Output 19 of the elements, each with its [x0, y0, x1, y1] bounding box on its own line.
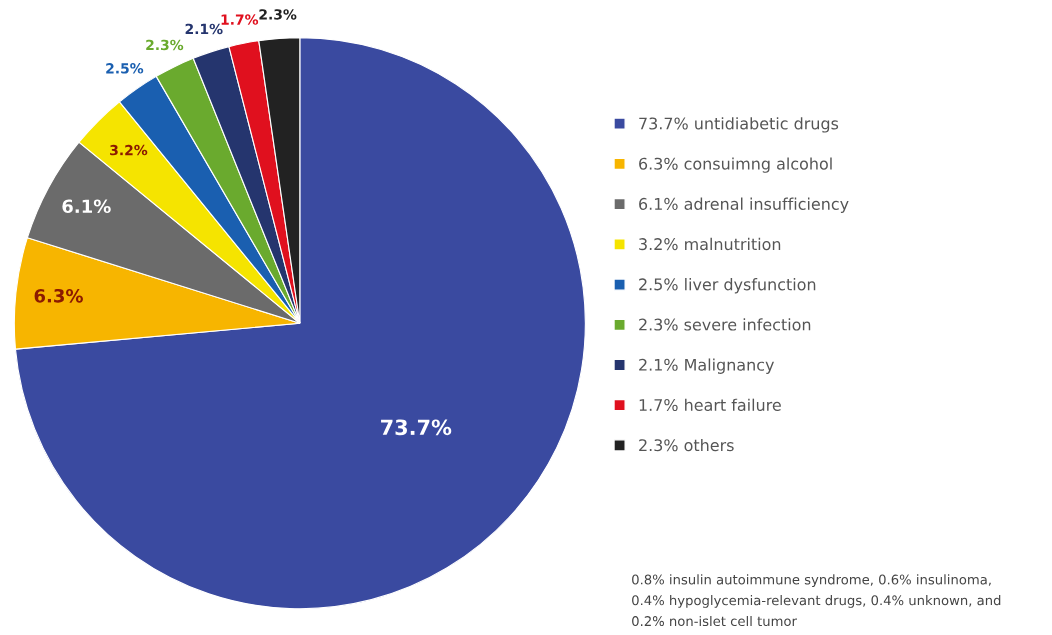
data-label: 73.7% [381, 419, 452, 436]
data-label: 2.1% [185, 23, 223, 35]
legend-label: 1.7% heart failure [639, 398, 781, 412]
data-label: 6.3% [34, 288, 83, 303]
data-label: 2.5% [106, 63, 144, 74]
data-label: 2.3% [259, 9, 297, 20]
legend-label: 2.3% severe infection [639, 318, 811, 331]
data-label: 2.3% [146, 39, 184, 51]
legend-label: 6.1% adrenal insufficiency [639, 197, 849, 214]
legend-label: 2.1% Malignancy [639, 358, 774, 374]
legend-label: 6.3% consuimng alcohol [639, 157, 832, 173]
legend-label: 2.3% others [639, 438, 734, 452]
data-label: 6.1% [62, 199, 111, 214]
data-label: 1.7% [221, 14, 259, 25]
legend-label: 2.5% liver dysfunction [639, 278, 816, 294]
legend-label: 73.7% untidiabetic drugs [639, 117, 839, 133]
data-label: 3.2% [110, 144, 148, 156]
text: 0.8% insulin autoimmune syndrome, 0.6% insulinoma, 0.4% hypoglycemia-relevant drugs, 0.4% unknown, and 0.2% non-islet cell tumor [632, 574, 1001, 627]
legend-label: 3.2% malnutrition [639, 237, 781, 251]
